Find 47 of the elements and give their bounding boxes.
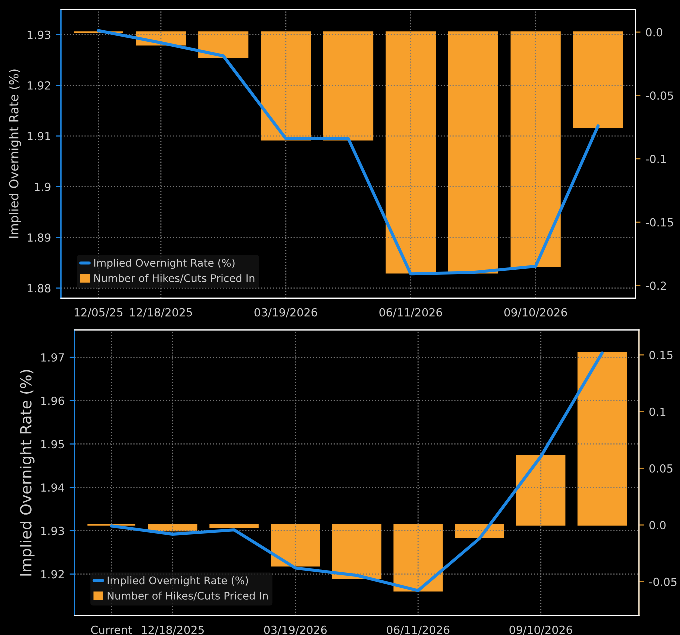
legend-label: Number of Hikes/Cuts Priced In: [94, 274, 255, 284]
y-axis-title: Implied Overnight Rate (%): [20, 370, 35, 576]
y-tick-label: 1.9: [35, 182, 51, 192]
legend-label: Number of Hikes/Cuts Priced In: [108, 592, 268, 601]
y-tick-label: 1.92: [28, 82, 50, 90]
y2-tick-label: -0.05: [649, 578, 677, 586]
y-tick-label: 1.93: [28, 30, 51, 40]
x-tick-label: 03/19/2026: [264, 626, 327, 635]
x-tick-label: 09/10/2026: [510, 626, 572, 635]
y-tick-label: 1.97: [42, 353, 64, 362]
y-tick-label: 1.92: [42, 570, 64, 579]
y2-tick-label: 0.0: [646, 28, 662, 37]
bar: [271, 524, 320, 567]
line-series: [110, 352, 604, 592]
y-tick-label: 1.91: [28, 132, 50, 141]
bar: [578, 352, 628, 526]
y-tick-label: 1.89: [28, 234, 51, 242]
y-tick-label: 1.88: [28, 284, 51, 293]
y2-tick-label: 0.05: [650, 464, 673, 473]
y2-tick-label: 0.1: [650, 408, 666, 416]
y2-tick-label: -0.05: [646, 92, 674, 100]
x-tick-label: 03/19/2026: [254, 308, 318, 318]
x-tick-label: Current: [91, 626, 132, 634]
y-tick-label: 1.96: [42, 396, 64, 406]
y2-tick-label: 0.0: [650, 521, 666, 530]
y-axis-title: Implied Overnight Rate (%): [9, 70, 22, 238]
bar: [455, 524, 504, 538]
x-tick-label: 06/11/2026: [380, 308, 442, 318]
y2-tick-label: -0.2: [646, 282, 666, 290]
bar: [332, 524, 382, 580]
legend-label: Implied Overnight Rate (%): [94, 258, 235, 270]
y-tick-label: 1.95: [42, 440, 64, 449]
x-tick-label: 06/11/2026: [387, 626, 450, 635]
x-tick-label: 12/18/2025: [130, 308, 192, 318]
bar: [148, 524, 198, 532]
y2-tick-label: 0.15: [650, 351, 673, 360]
bar: [516, 455, 566, 526]
y2-tick-label: -0.15: [646, 218, 674, 227]
bar: [394, 524, 443, 592]
x-tick-label: 12/05/25: [74, 308, 123, 318]
bar: [210, 524, 259, 528]
x-tick-label: 12/18/2025: [142, 626, 204, 635]
legend-label: Implied Overnight Rate (%): [108, 576, 248, 587]
y2-tick-label: -0.1: [646, 155, 666, 164]
y-tick-label: 1.93: [42, 526, 64, 536]
x-tick-label: 09/10/2026: [504, 308, 568, 318]
y-tick-label: 1.94: [42, 484, 64, 492]
